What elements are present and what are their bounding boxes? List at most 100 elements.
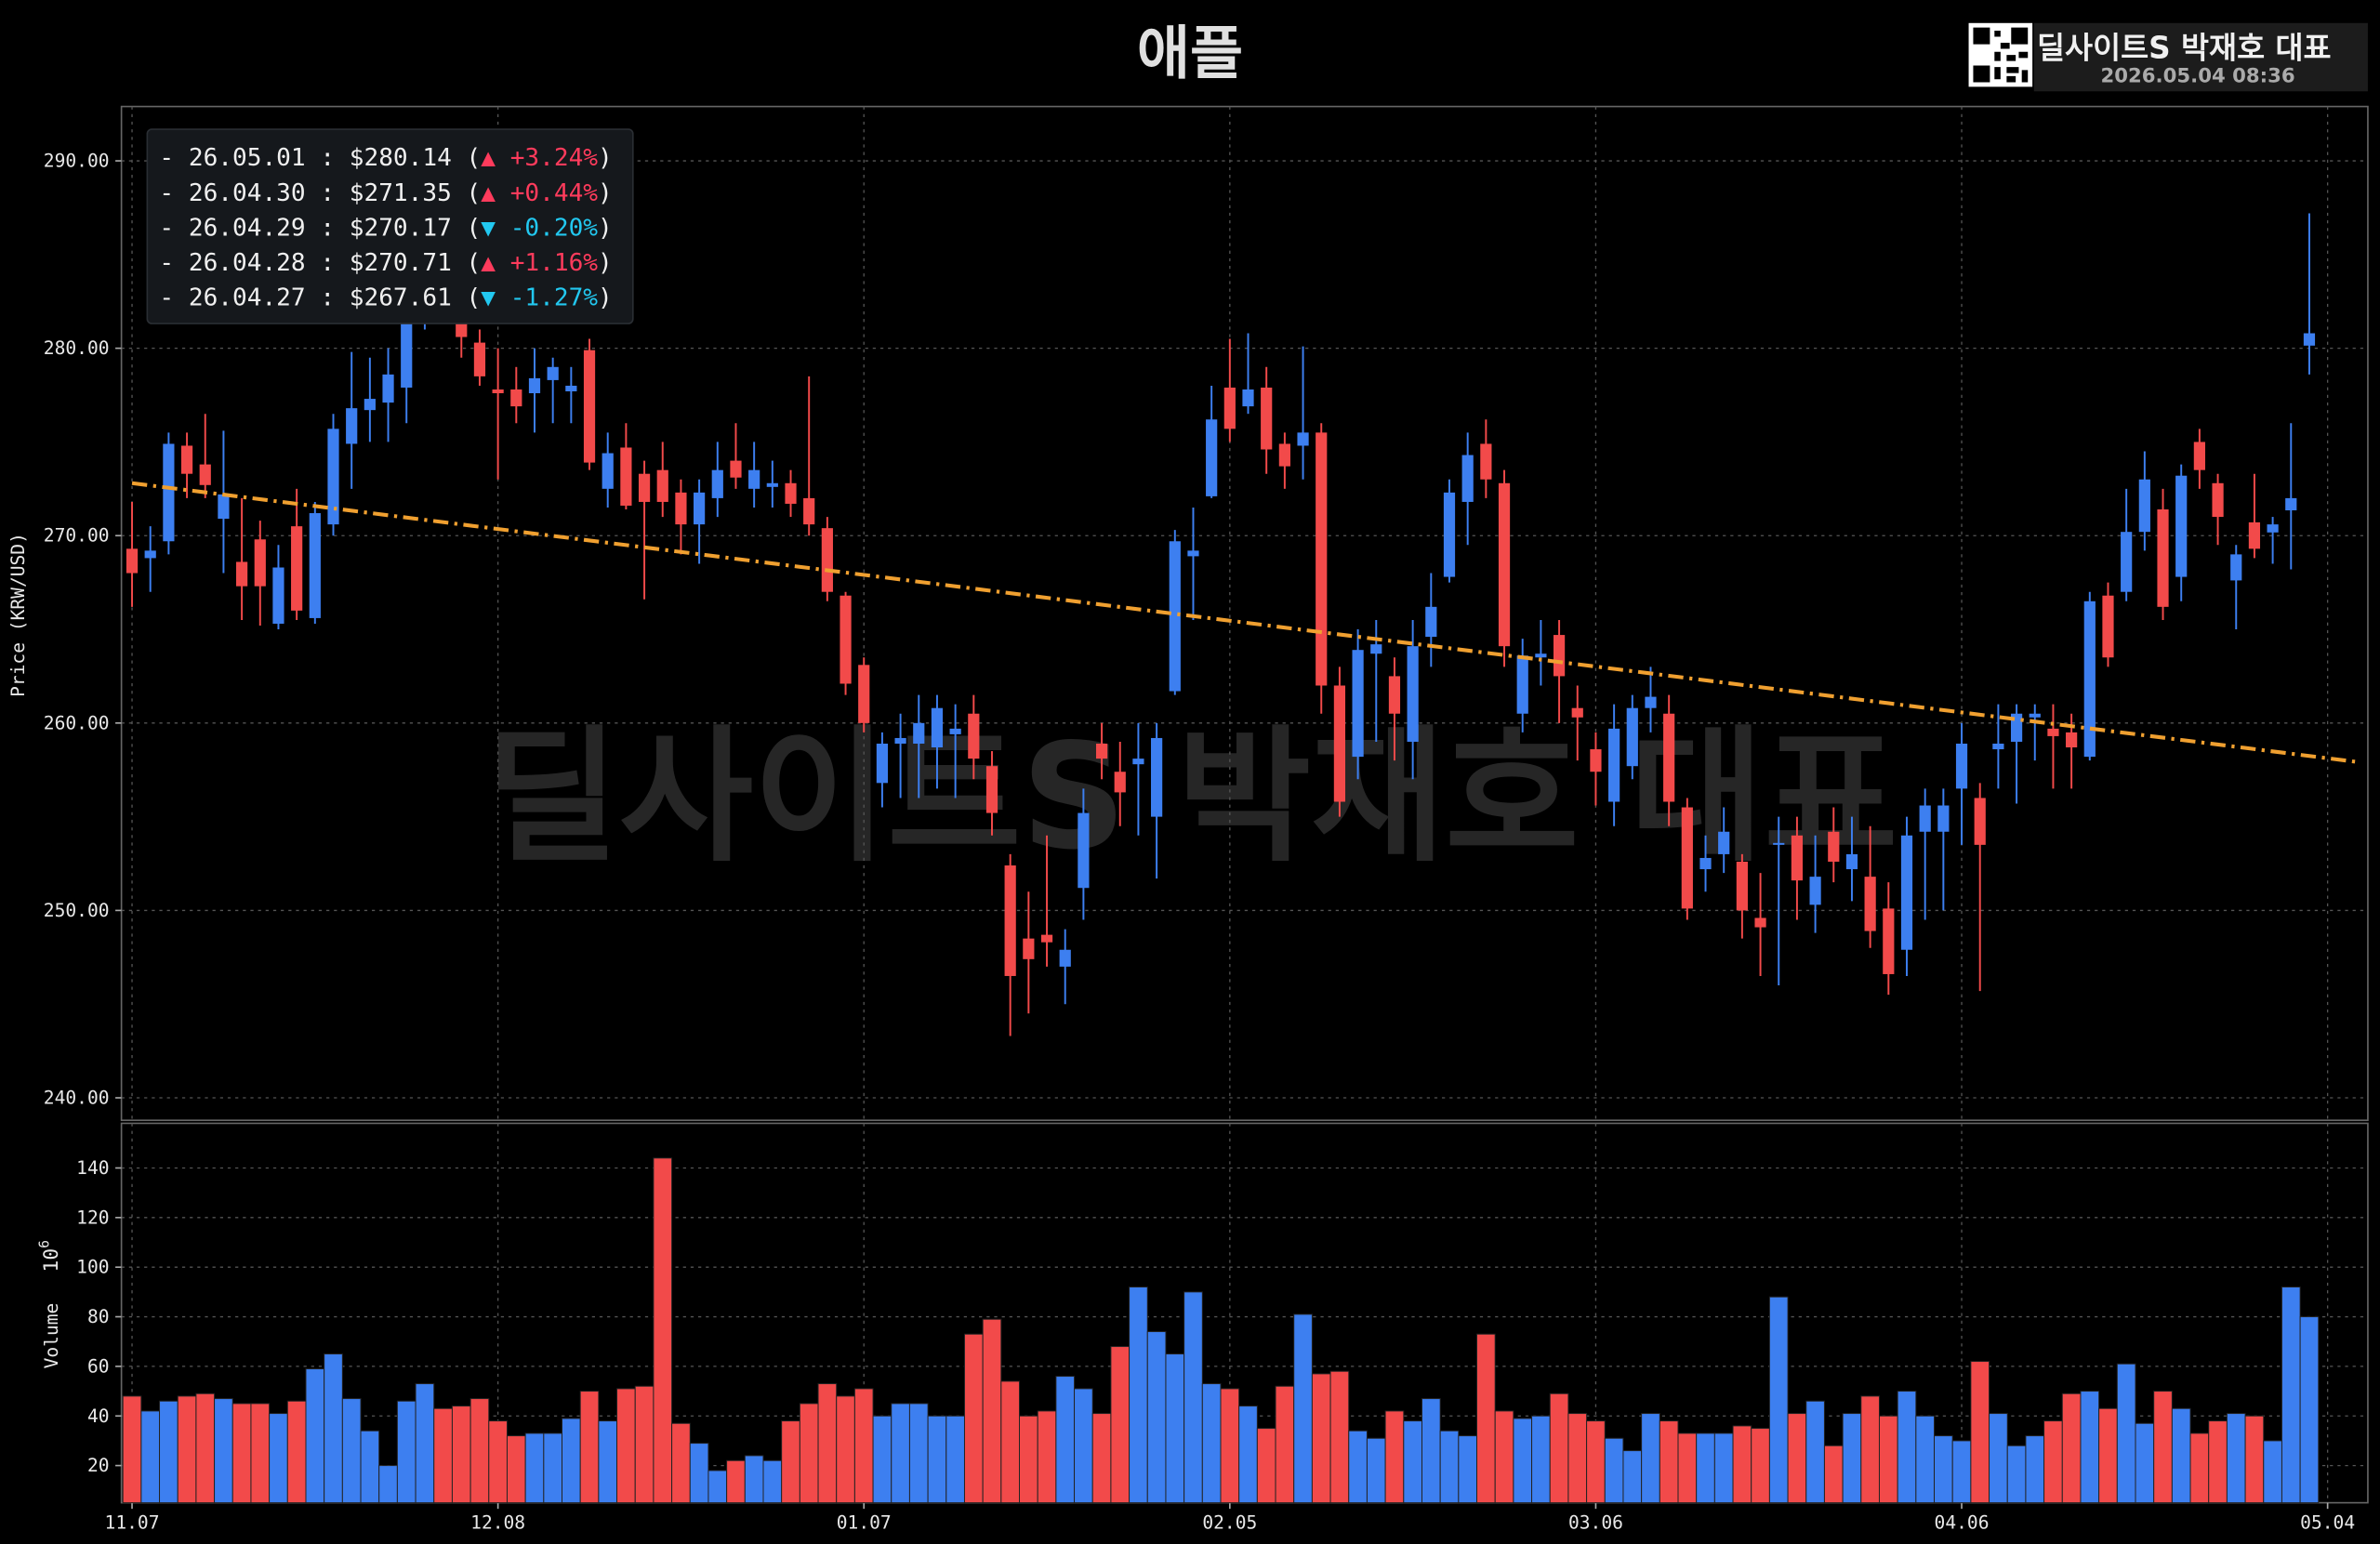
candle-body — [309, 513, 321, 618]
legend-prefix: - 26.05.01 : $280.14 ( — [159, 144, 481, 172]
candle-body — [656, 469, 668, 502]
candle-body — [1040, 934, 1053, 943]
y-tick-label: 290.00 — [44, 151, 110, 172]
x-tick-label: 04.06 — [1935, 1511, 1990, 1533]
candle-body — [2157, 509, 2169, 607]
legend-suffix: ) — [598, 144, 613, 172]
exponent-power: 6 — [36, 1240, 52, 1248]
candle-body — [876, 743, 889, 784]
volume-bar — [1934, 1435, 1953, 1504]
candle-body — [2248, 521, 2261, 549]
candle-body — [1132, 759, 1144, 765]
volume-bar — [1951, 1440, 1972, 1504]
volume-bar — [908, 1403, 929, 1504]
candle-body — [1480, 443, 1492, 480]
volume-bar — [1989, 1413, 2008, 1504]
candle-body — [1883, 908, 1895, 974]
candle-body — [985, 766, 998, 813]
volume-bar — [1421, 1398, 1441, 1504]
legend-suffix: ) — [598, 179, 613, 207]
legend-suffix: ) — [598, 249, 613, 277]
volume-bar — [1129, 1287, 1148, 1504]
volume-bar — [1037, 1410, 1057, 1504]
volume-bar — [799, 1403, 819, 1504]
candle-body — [346, 408, 358, 444]
volume-bar — [872, 1415, 892, 1504]
volume-bar — [2244, 1415, 2265, 1504]
volume-bar — [982, 1318, 1002, 1504]
volume-bar — [250, 1403, 271, 1504]
candle-body — [1388, 676, 1401, 714]
candle-body — [894, 737, 906, 744]
candle-body — [2029, 713, 2041, 718]
candle-body — [236, 561, 248, 587]
volume-bar — [726, 1459, 746, 1504]
volume-bar — [2025, 1435, 2045, 1504]
volume-bar — [415, 1383, 435, 1504]
candle-body — [1919, 805, 1931, 832]
volume-bar — [1860, 1395, 1880, 1504]
volume-bar — [1677, 1432, 1698, 1504]
volume-bar — [1513, 1418, 1533, 1504]
candle-body — [2303, 333, 2316, 346]
candle-body — [1443, 492, 1456, 577]
volume-bar — [1019, 1415, 1038, 1504]
candle-body — [1297, 432, 1309, 446]
candle-body — [2267, 524, 2279, 533]
candle-body — [473, 342, 486, 376]
candle-body — [675, 492, 687, 525]
volume-bar — [1751, 1428, 1770, 1504]
volume-bar — [945, 1415, 965, 1504]
volume-bar — [1220, 1388, 1240, 1504]
volume-bar — [433, 1407, 453, 1504]
candle-body — [1278, 443, 1290, 467]
volume-bar — [1586, 1420, 1606, 1504]
candle-body — [291, 526, 303, 611]
volume-bar — [2116, 1363, 2136, 1504]
candle-body — [2102, 595, 2114, 658]
volume-bar — [891, 1403, 910, 1504]
candle-body — [2047, 728, 2059, 736]
volume-bar — [341, 1398, 362, 1504]
volume-bar — [1146, 1331, 1167, 1504]
volume-bar — [2153, 1391, 2173, 1504]
volume-bar — [1384, 1410, 1405, 1504]
x-tick-label: 12.08 — [470, 1511, 525, 1533]
timestamp: 2026.05.04 08:36 — [2100, 64, 2294, 87]
volume-bar — [231, 1403, 252, 1504]
x-tick-label: 11.07 — [105, 1511, 160, 1533]
volume-bar — [2043, 1420, 2063, 1504]
candle-body — [1407, 646, 1419, 742]
candle-body — [2230, 554, 2242, 581]
candle-body — [1206, 419, 1218, 496]
volume-bar — [1915, 1415, 1936, 1504]
candle-body — [694, 492, 706, 525]
legend-entry: - 26.05.01 : $280.14 (▲ +3.24%) — [159, 144, 612, 172]
y-tick-label: 140 — [76, 1157, 109, 1179]
y-tick-label: 40 — [87, 1405, 110, 1427]
candle-body — [1773, 842, 1785, 845]
candle-body — [766, 482, 778, 487]
brand-name: 딜사이트S 박재호 대표 — [2037, 30, 2332, 65]
legend-change: ▲ +0.44% — [481, 179, 598, 207]
volume-bar — [269, 1413, 288, 1504]
candle-body — [785, 482, 797, 504]
candle-body — [620, 447, 632, 506]
brand: 딜사이트S 박재호 대표 2026.05.04 08:36 — [1968, 22, 2368, 92]
legend-entry: - 26.04.28 : $270.71 (▲ +1.16%) — [159, 249, 612, 277]
candle-body — [2138, 479, 2150, 533]
volume-bar — [1878, 1415, 1898, 1504]
chart-title: 애플 — [1137, 20, 1243, 87]
volume-bar — [2263, 1440, 2282, 1504]
volume-bar — [1311, 1373, 1331, 1504]
candle-body — [1937, 805, 1950, 832]
volume-bar — [360, 1430, 380, 1504]
candle-body — [1864, 877, 1876, 931]
volume-bar — [396, 1400, 416, 1504]
volume-bar — [2061, 1392, 2082, 1504]
volume-bar — [1403, 1420, 1422, 1504]
volume-bar — [1659, 1420, 1679, 1504]
volume-bar — [927, 1415, 947, 1504]
candle-body — [1187, 550, 1199, 557]
